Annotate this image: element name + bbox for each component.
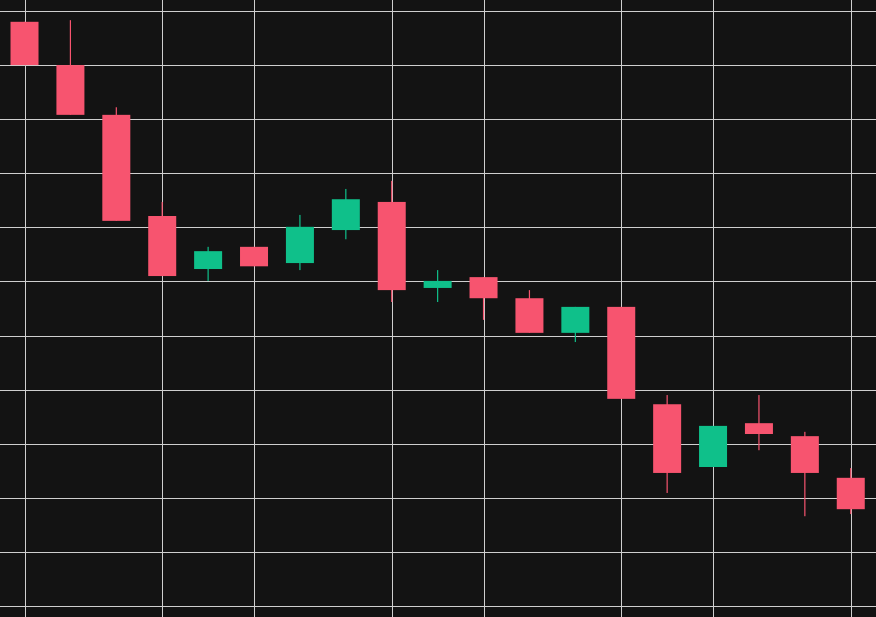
- candle-body: [469, 277, 498, 299]
- candle-body: [102, 114, 131, 221]
- candle-body: [194, 251, 223, 270]
- candle-body: [561, 306, 590, 333]
- candle-body: [240, 246, 269, 267]
- candle-body: [515, 298, 544, 333]
- candle-body: [744, 423, 773, 434]
- candle-body: [56, 65, 85, 115]
- candle-body: [790, 436, 819, 473]
- candle-body: [331, 199, 360, 231]
- candle-body: [607, 306, 636, 399]
- candle-body: [285, 226, 314, 264]
- candle-body: [148, 215, 177, 277]
- candle-body: [653, 404, 682, 473]
- candle-body: [836, 477, 865, 510]
- candle-body: [377, 201, 406, 291]
- candle-body: [10, 21, 39, 66]
- candle-body: [699, 425, 728, 467]
- candle-body: [423, 280, 452, 288]
